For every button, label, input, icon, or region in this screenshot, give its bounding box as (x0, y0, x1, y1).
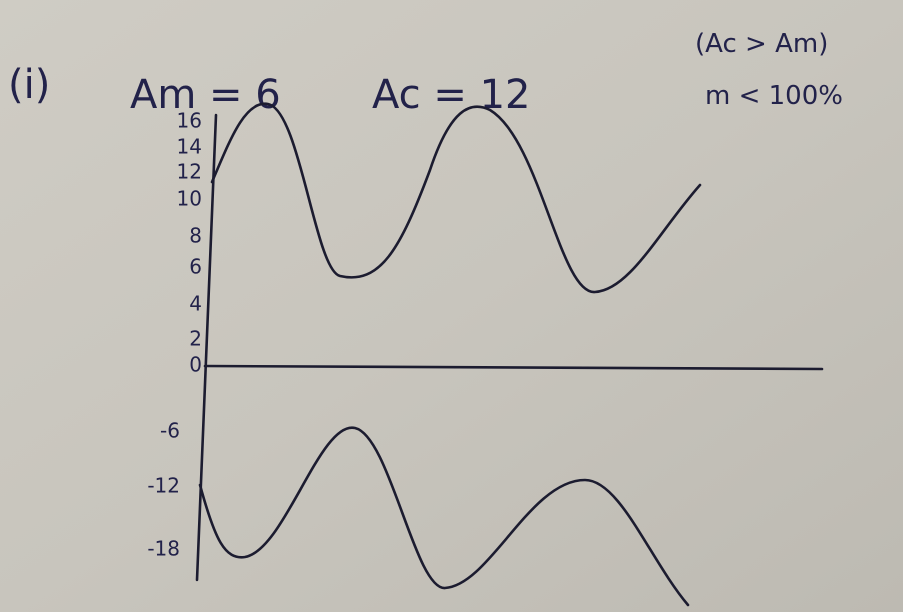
axis-label: 6 (189, 255, 202, 279)
part-label: (i) (8, 62, 50, 108)
axis-label: 2 (189, 327, 202, 351)
axis-label: 14 (177, 135, 202, 159)
axis-label: 16 (177, 109, 202, 133)
modulation-note: m < 100% (705, 81, 843, 111)
axis-label: 8 (189, 224, 202, 248)
page: (i) Am = 6 Ac = 12 (Ac > Am) m < 100% 16… (0, 0, 903, 612)
condition-note: (Ac > Am) (695, 29, 828, 59)
axis-label: -12 (147, 474, 180, 498)
axis-label: 10 (177, 187, 202, 211)
axis-label: 12 (177, 160, 202, 184)
axis-label: 4 (189, 292, 202, 316)
carrier-amplitude: Ac = 12 (372, 72, 531, 118)
modulating-amplitude: Am = 6 (130, 72, 281, 118)
axis-label: 0 (189, 353, 202, 377)
axis-label: -18 (147, 537, 180, 561)
axis-label: -6 (160, 419, 180, 443)
